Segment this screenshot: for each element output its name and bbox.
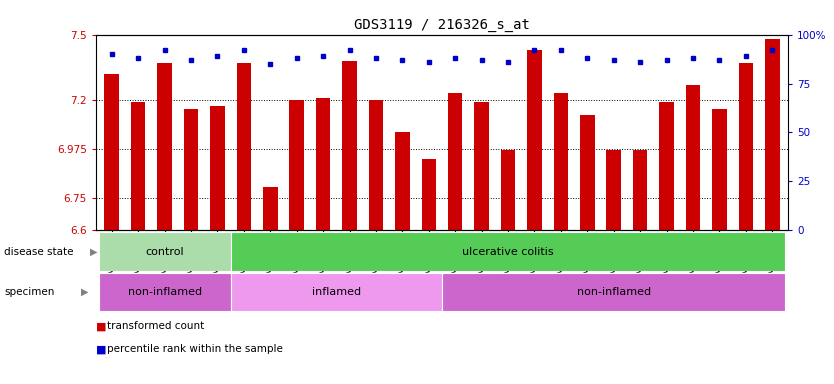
Text: control: control [145,247,184,257]
Bar [289,100,304,230]
Bar [316,98,330,230]
Text: ■: ■ [96,344,107,354]
Bar [527,50,542,230]
Bar [500,150,515,230]
Bar [686,84,701,230]
Bar [131,102,145,230]
Bar [660,102,674,230]
Text: ulcerative colitis: ulcerative colitis [462,247,554,257]
Bar [580,115,595,230]
Text: ▶: ▶ [90,247,98,257]
Bar [395,132,409,230]
Bar [158,63,172,230]
Text: inflamed: inflamed [312,287,361,297]
Bar [369,100,384,230]
Text: disease state: disease state [4,247,73,257]
Bar [554,93,568,230]
Bar [231,273,442,311]
Text: ▶: ▶ [81,287,88,297]
Bar [98,232,231,271]
Bar [231,232,786,271]
Bar [263,187,278,230]
Bar [633,150,647,230]
Text: non-inflamed: non-inflamed [576,287,651,297]
Bar [421,159,436,230]
Bar [739,63,753,230]
Bar [237,63,251,230]
Bar [104,74,119,230]
Bar [342,61,357,230]
Bar [98,273,231,311]
Text: transformed count: transformed count [107,321,204,331]
Text: ■: ■ [96,321,107,331]
Text: non-inflamed: non-inflamed [128,287,202,297]
Bar [475,102,489,230]
Text: percentile rank within the sample: percentile rank within the sample [107,344,283,354]
Text: specimen: specimen [4,287,54,297]
Bar [442,273,786,311]
Bar [183,109,198,230]
Bar [765,39,780,230]
Bar [712,109,726,230]
Bar [448,93,463,230]
Bar [606,150,621,230]
Bar [210,106,224,230]
Title: GDS3119 / 216326_s_at: GDS3119 / 216326_s_at [354,18,530,32]
